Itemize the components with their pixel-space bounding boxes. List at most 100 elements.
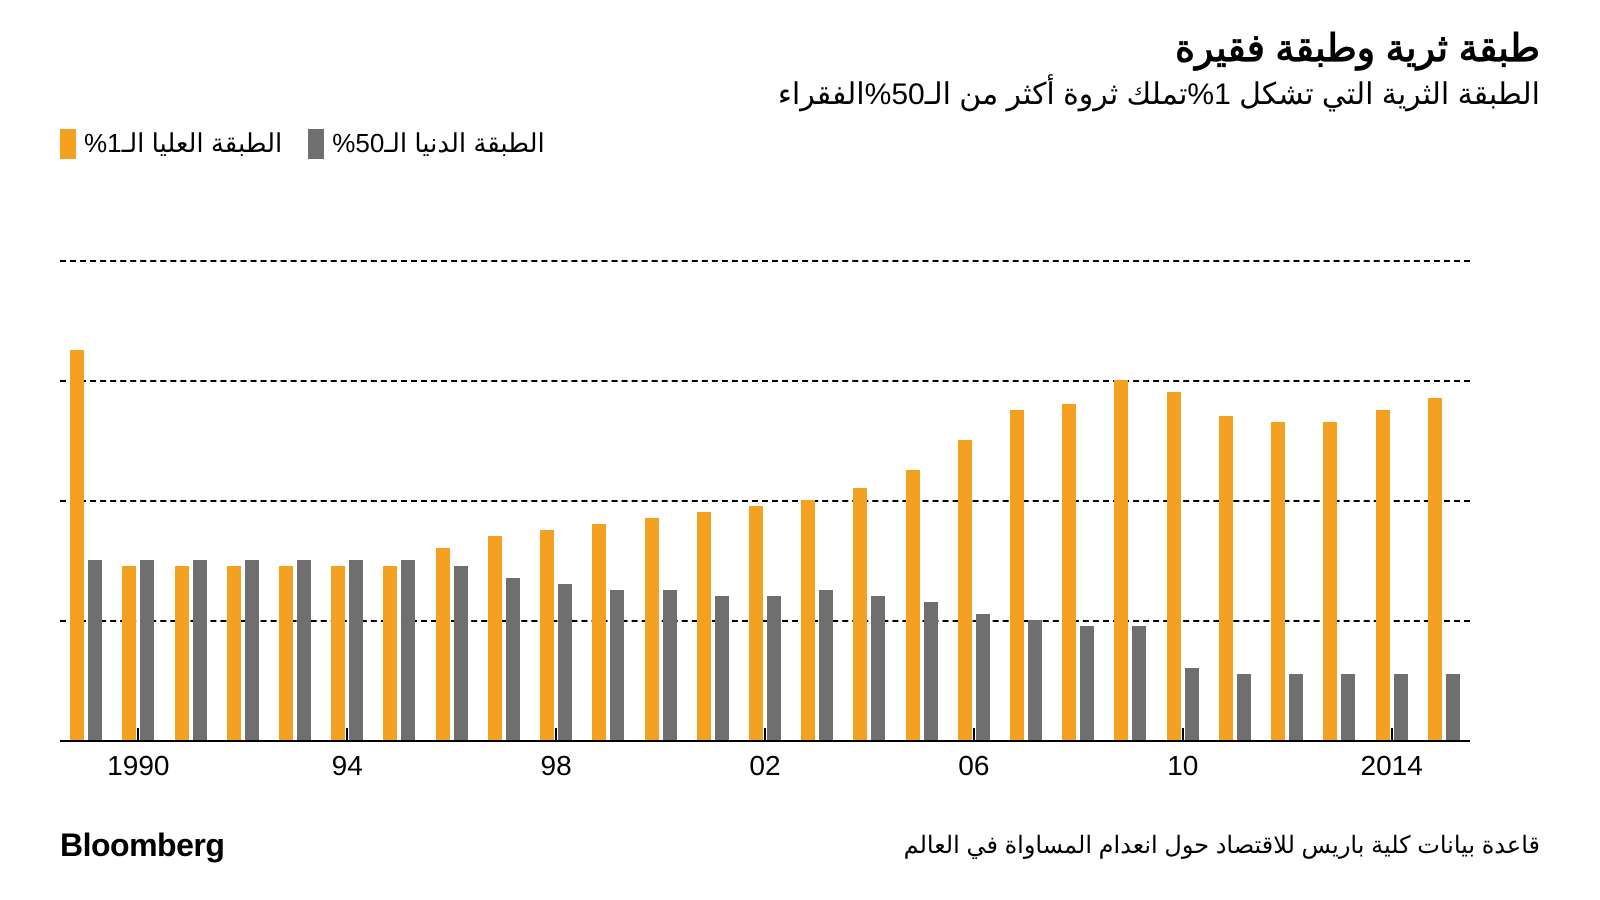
bar-top1 (749, 506, 763, 740)
bar-group (948, 260, 1000, 740)
bar-top1 (853, 488, 867, 740)
bar-group (1261, 260, 1313, 740)
bar-top1 (592, 524, 606, 740)
chart-title: طبقة ثرية وطبقة فقيرة (60, 26, 1540, 71)
x-axis: 1990 94 98 02 06 10 2014 (60, 750, 1470, 790)
bar-top1 (1114, 380, 1128, 740)
bar-bottom50 (401, 560, 415, 740)
bar-top1 (697, 512, 711, 740)
source-label: قاعدة بيانات كلية باريس للاقتصاد حول انع… (904, 831, 1540, 860)
bar-group (791, 260, 843, 740)
bar-group (426, 260, 478, 740)
chart-area (60, 260, 1470, 740)
legend-label-top1: الطبقة العليا الـ1% (84, 128, 282, 159)
bar-group (739, 260, 791, 740)
bar-bottom50 (88, 560, 102, 740)
x-tick-label: 94 (332, 750, 363, 782)
bar-bottom50 (140, 560, 154, 740)
legend-label-bottom50: الطبقة الدنيا الـ50% (332, 128, 544, 159)
bar-top1 (958, 440, 972, 740)
bar-top1 (1376, 410, 1390, 740)
bar-bottom50 (1394, 674, 1408, 740)
legend-item-bottom50: الطبقة الدنيا الـ50% (308, 128, 544, 159)
brand-label: Bloomberg (60, 827, 224, 864)
bar-bottom50 (715, 596, 729, 740)
bar-bottom50 (245, 560, 259, 740)
bar-group (1313, 260, 1365, 740)
legend-swatch-bottom50 (308, 129, 324, 159)
bar-top1 (227, 566, 241, 740)
bar-top1 (122, 566, 136, 740)
x-tick-mark (1391, 728, 1393, 742)
bar-group (217, 260, 269, 740)
bar-group (1000, 260, 1052, 740)
bar-bottom50 (663, 590, 677, 740)
bar-top1 (279, 566, 293, 740)
bar-top1 (436, 548, 450, 740)
bar-top1 (1062, 404, 1076, 740)
bar-top1 (645, 518, 659, 740)
bar-group (530, 260, 582, 740)
bar-bottom50 (1028, 620, 1042, 740)
bar-group (60, 260, 112, 740)
chart-subtitle: الطبقة الثرية التي تشكل 1%تملك ثروة أكثر… (60, 77, 1540, 112)
bar-group (843, 260, 895, 740)
bar-top1 (1167, 392, 1181, 740)
bar-bottom50 (1237, 674, 1251, 740)
bar-group (687, 260, 739, 740)
x-tick-label: 2014 (1361, 750, 1423, 782)
bar-group (1209, 260, 1261, 740)
bar-group (164, 260, 216, 740)
bar-top1 (331, 566, 345, 740)
x-tick-label: 02 (749, 750, 780, 782)
bar-top1 (1428, 398, 1442, 740)
x-tick-label: 1990 (107, 750, 169, 782)
bar-group (1104, 260, 1156, 740)
bar-bottom50 (1446, 674, 1460, 740)
bar-bottom50 (506, 578, 520, 740)
bar-top1 (70, 350, 84, 740)
bar-bottom50 (1185, 668, 1199, 740)
bar-top1 (175, 566, 189, 740)
legend-swatch-top1 (60, 129, 76, 159)
bar-group (896, 260, 948, 740)
bar-bottom50 (819, 590, 833, 740)
x-tick-mark (137, 728, 139, 742)
bar-top1 (488, 536, 502, 740)
x-tick-label: 10 (1167, 750, 1198, 782)
x-tick-mark (346, 728, 348, 742)
bar-group (1052, 260, 1104, 740)
x-tick-label: 06 (958, 750, 989, 782)
bar-group (269, 260, 321, 740)
legend: الطبقة العليا الـ1% الطبقة الدنيا الـ50% (60, 128, 1540, 159)
bar-top1 (540, 530, 554, 740)
bar-bottom50 (1080, 626, 1094, 740)
bar-group (112, 260, 164, 740)
bar-top1 (906, 470, 920, 740)
bar-group (321, 260, 373, 740)
x-tick-label: 98 (541, 750, 572, 782)
bar-bottom50 (454, 566, 468, 740)
bar-bottom50 (1341, 674, 1355, 740)
x-tick-mark (973, 728, 975, 742)
bar-top1 (801, 500, 815, 740)
bar-bottom50 (1289, 674, 1303, 740)
x-tick-mark (1182, 728, 1184, 742)
bar-group (1418, 260, 1470, 740)
bar-group (582, 260, 634, 740)
bar-group (1365, 260, 1417, 740)
bar-group (478, 260, 530, 740)
bar-top1 (1323, 422, 1337, 740)
bar-group (1157, 260, 1209, 740)
bar-top1 (383, 566, 397, 740)
bar-bottom50 (767, 596, 781, 740)
legend-item-top1: الطبقة العليا الـ1% (60, 128, 282, 159)
bar-bottom50 (871, 596, 885, 740)
bar-bottom50 (924, 602, 938, 740)
bar-group (634, 260, 686, 740)
bar-bottom50 (1132, 626, 1146, 740)
bar-bottom50 (610, 590, 624, 740)
bar-bottom50 (193, 560, 207, 740)
bar-top1 (1010, 410, 1024, 740)
x-tick-mark (764, 728, 766, 742)
